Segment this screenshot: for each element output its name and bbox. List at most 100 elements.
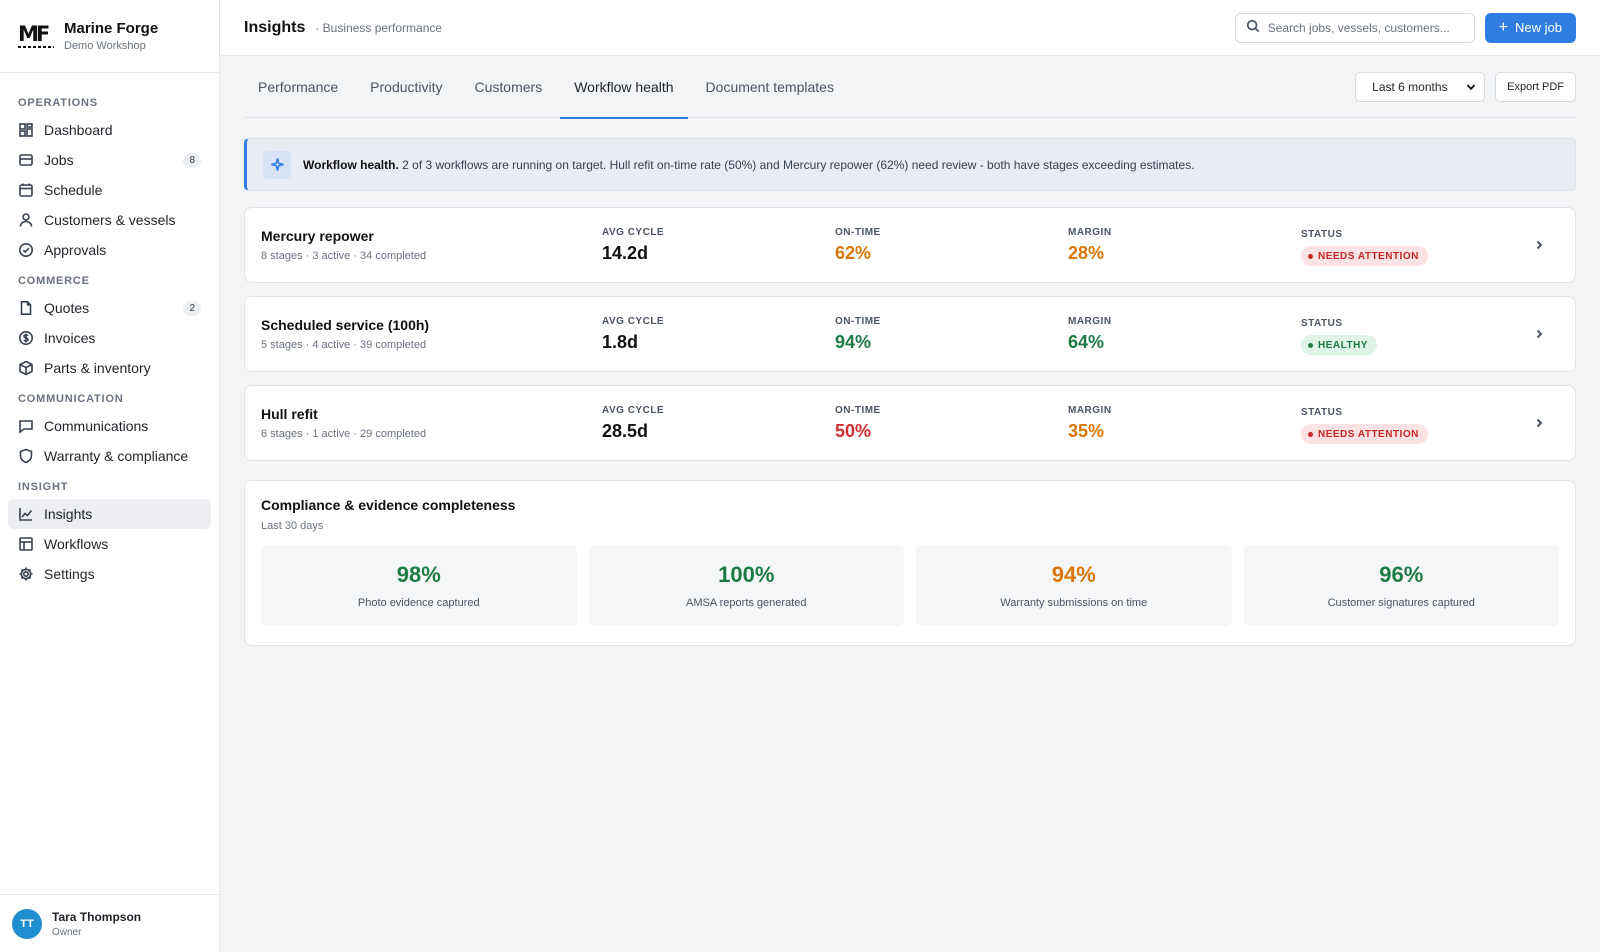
workflow-name: Hull refit [261, 406, 318, 422]
sidebar-item-label: Parts & inventory [44, 360, 151, 376]
compliance-title: Compliance & evidence completeness [261, 497, 516, 513]
topbar: Insights · Business performance + New jo… [220, 0, 1600, 56]
sidebar-item-insights[interactable]: Insights [8, 499, 211, 529]
sidebar-item-label: Settings [44, 566, 95, 582]
workflow-card[interactable]: Scheduled service (100h) 5 stages · 4 ac… [244, 296, 1576, 372]
workflow-card[interactable]: Mercury repower 8 stages · 3 active · 34… [244, 207, 1576, 283]
avg-cycle-value: 14.2d [602, 242, 649, 263]
brand-subtitle: Demo Workshop [64, 40, 146, 52]
metric-label: MARGIN [1068, 404, 1112, 416]
banner-title: Workflow health. [303, 157, 399, 172]
chevron-right-icon[interactable] [1529, 235, 1549, 255]
metric-label: ON-TIME [835, 404, 881, 416]
export-pdf-button[interactable]: Export PDF [1495, 71, 1576, 102]
sidebar-item-communications[interactable]: Communications [8, 411, 211, 441]
sidebar-item-label: Approvals [44, 242, 107, 258]
count-badge: 2 [183, 300, 201, 316]
package-icon [18, 360, 34, 376]
main: Insights · Business performance + New jo… [220, 0, 1600, 952]
stat-value: 98% [396, 562, 441, 587]
chevron-down-icon [1466, 83, 1476, 90]
avg-cycle-metric: AVG CYCLE 28.5d [602, 405, 835, 442]
logo-mark: MF [18, 22, 50, 46]
sidebar-item-workflows[interactable]: Workflows [8, 529, 211, 559]
metric-label: STATUS [1301, 229, 1343, 240]
sidebar-item-invoices[interactable]: Invoices [8, 323, 211, 353]
period-select-value: Last 6 months [1372, 79, 1448, 94]
sidebar: MF Marine Forge Demo Workshop OPERATIONS… [0, 0, 220, 952]
check-circle-icon [18, 242, 34, 258]
dollar-circle-icon [18, 330, 34, 346]
margin-metric: MARGIN 28% [1068, 227, 1301, 264]
sidebar-item-jobs[interactable]: Jobs 8 [8, 145, 211, 175]
nav-section-label: OPERATIONS [18, 97, 98, 109]
nav-section-label: INSIGHT [18, 481, 69, 493]
sidebar-item-parts-and-inventory[interactable]: Parts & inventory [8, 353, 211, 383]
sidebar-item-customers-and-vessels[interactable]: Customers & vessels [8, 205, 211, 235]
page-title: Insights [244, 18, 306, 36]
sidebar-item-dashboard[interactable]: Dashboard [8, 115, 211, 145]
layout-icon [18, 536, 34, 552]
jobs-icon [18, 152, 34, 168]
tab-document-templates[interactable]: Document templates [705, 78, 834, 95]
status-metric: STATUS NEEDS ATTENTION [1301, 224, 1529, 266]
search-box[interactable] [1234, 12, 1475, 43]
calendar-icon [18, 182, 34, 198]
workflow-name: Scheduled service (100h) [261, 317, 430, 333]
metric-label: STATUS [1301, 407, 1343, 418]
compliance-subtitle: Last 30 days [261, 520, 324, 532]
sidebar-item-quotes[interactable]: Quotes 2 [8, 293, 211, 323]
chevron-right-icon[interactable] [1529, 413, 1549, 433]
sidebar-item-label: Quotes [44, 300, 90, 316]
sidebar-item-approvals[interactable]: Approvals [8, 235, 211, 265]
avatar: TT [12, 908, 42, 939]
shield-icon [18, 448, 34, 464]
sidebar-item-warranty-and-compliance[interactable]: Warranty & compliance [8, 441, 211, 471]
avg-cycle-value: 1.8d [602, 331, 639, 352]
nav-section-label: COMMUNICATION [18, 393, 124, 405]
sidebar-item-label: Workflows [44, 536, 109, 552]
tab-workflow-health[interactable]: Workflow health [560, 57, 688, 119]
workflow-name: Mercury repower [261, 228, 374, 244]
search-input[interactable] [1267, 20, 1464, 35]
metric-label: ON-TIME [835, 226, 881, 238]
chevron-right-icon[interactable] [1529, 324, 1549, 344]
on-time-value: 62% [835, 242, 872, 263]
user-profile[interactable]: TT Tara Thompson Owner [0, 894, 219, 952]
metric-label: MARGIN [1068, 315, 1112, 327]
compliance-card: Compliance & evidence completeness Last … [244, 480, 1576, 646]
status-badge: HEALTHY [1301, 335, 1377, 355]
sidebar-item-label: Invoices [44, 330, 96, 346]
sidebar-item-label: Customers & vessels [44, 212, 176, 228]
compliance-stat: 100% AMSA reports generated [588, 545, 904, 626]
on-time-value: 50% [835, 420, 872, 441]
new-job-button[interactable]: + New job [1484, 12, 1576, 43]
workflow-list: Mercury repower 8 stages · 3 active · 34… [244, 207, 1576, 461]
avg-cycle-metric: AVG CYCLE 14.2d [602, 227, 835, 264]
user-icon [18, 212, 34, 228]
status-metric: STATUS NEEDS ATTENTION [1301, 402, 1529, 444]
tab-customers[interactable]: Customers [474, 78, 543, 95]
tab-performance[interactable]: Performance [258, 78, 339, 95]
brand[interactable]: MF Marine Forge Demo Workshop [0, 0, 219, 73]
sidebar-item-label: Dashboard [44, 122, 113, 138]
stat-value: 94% [1051, 562, 1096, 587]
workflow-meta: 5 stages · 4 active · 39 completed [261, 339, 427, 351]
status-metric: STATUS HEALTHY [1301, 313, 1529, 355]
sidebar-item-schedule[interactable]: Schedule [8, 175, 211, 205]
metric-label: AVG CYCLE [602, 315, 665, 327]
workflow-card[interactable]: Hull refit 6 stages · 1 active · 29 comp… [244, 385, 1576, 461]
period-select[interactable]: Last 6 months [1355, 71, 1486, 102]
sidebar-item-settings[interactable]: Settings [8, 559, 211, 589]
sidebar-item-label: Jobs [44, 152, 74, 168]
status-badge: NEEDS ATTENTION [1301, 246, 1428, 266]
user-role: Owner [52, 926, 82, 938]
sidebar-item-label: Schedule [44, 182, 103, 198]
nav-section-label: COMMERCE [18, 275, 90, 287]
on-time-metric: ON-TIME 94% [835, 316, 1068, 353]
avg-cycle-metric: AVG CYCLE 1.8d [602, 316, 835, 353]
tab-productivity[interactable]: Productivity [370, 78, 443, 95]
new-job-label: New job [1515, 20, 1562, 35]
margin-value: 28% [1068, 242, 1105, 263]
workflow-meta: 6 stages · 1 active · 29 completed [261, 428, 427, 440]
